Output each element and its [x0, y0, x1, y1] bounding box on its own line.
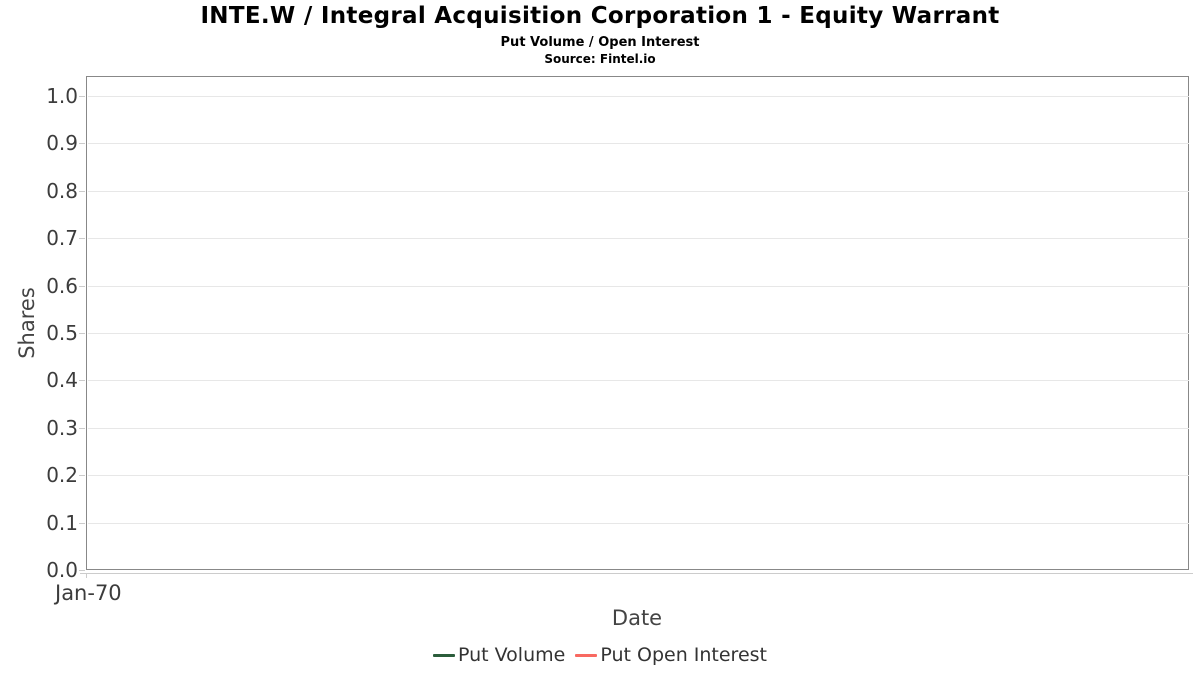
x-axis-tick-label: Jan-70: [55, 581, 122, 605]
y-gridline: [88, 380, 1189, 381]
y-axis-tick-label: 0.2: [46, 463, 78, 487]
plot-area: [86, 76, 1189, 570]
x-axis-title: Date: [611, 606, 663, 630]
y-axis-tick: [79, 380, 85, 381]
y-gridline: [88, 143, 1189, 144]
y-axis-tick-label: 0.3: [46, 416, 78, 440]
y-gridline: [88, 428, 1189, 429]
y-axis-tick: [79, 475, 85, 476]
y-axis-tick: [79, 238, 85, 239]
y-axis-tick-label: 0.8: [46, 179, 78, 203]
legend-item-put-volume[interactable]: Put Volume: [433, 644, 565, 666]
y-axis-tick-label: 0.0: [46, 558, 78, 582]
y-axis-tick: [79, 428, 85, 429]
legend-item-put-open-interest[interactable]: Put Open Interest: [575, 644, 767, 666]
y-axis-tick: [79, 143, 85, 144]
x-axis-tick: [86, 573, 87, 578]
y-gridline: [88, 191, 1189, 192]
y-axis-tick: [79, 523, 85, 524]
x-axis-line: [80, 573, 1193, 574]
y-gridline: [88, 286, 1189, 287]
chart-title: INTE.W / Integral Acquisition Corporatio…: [200, 3, 1000, 29]
y-axis-tick: [79, 96, 85, 97]
source-note: Source: Fintel.io: [544, 52, 656, 66]
y-axis-tick-label: 0.7: [46, 226, 78, 250]
legend-swatch-put-volume: [433, 653, 455, 657]
y-axis-tick-label: 0.1: [46, 511, 78, 535]
y-axis-tick-label: 0.6: [46, 274, 78, 298]
y-axis-tick: [79, 191, 85, 192]
y-axis-tick-label: 0.4: [46, 368, 78, 392]
legend: Put Volume Put Open Interest: [0, 644, 1200, 666]
y-gridline: [88, 333, 1189, 334]
y-axis-tick-label: 0.5: [46, 321, 78, 345]
chart-subtitle: Put Volume / Open Interest: [500, 35, 700, 50]
legend-label-put-open-interest: Put Open Interest: [600, 644, 767, 666]
y-gridline: [88, 238, 1189, 239]
y-gridline: [88, 96, 1189, 97]
y-axis-tick-label: 1.0: [46, 84, 78, 108]
legend-swatch-put-open-interest: [575, 653, 598, 657]
y-axis-tick: [79, 286, 85, 287]
y-axis-tick-label: 0.9: [46, 131, 78, 155]
y-gridline: [88, 475, 1189, 476]
y-axis-tick: [79, 570, 85, 571]
y-axis-tick: [79, 333, 85, 334]
y-gridline: [88, 523, 1189, 524]
legend-label-put-volume: Put Volume: [458, 644, 566, 666]
